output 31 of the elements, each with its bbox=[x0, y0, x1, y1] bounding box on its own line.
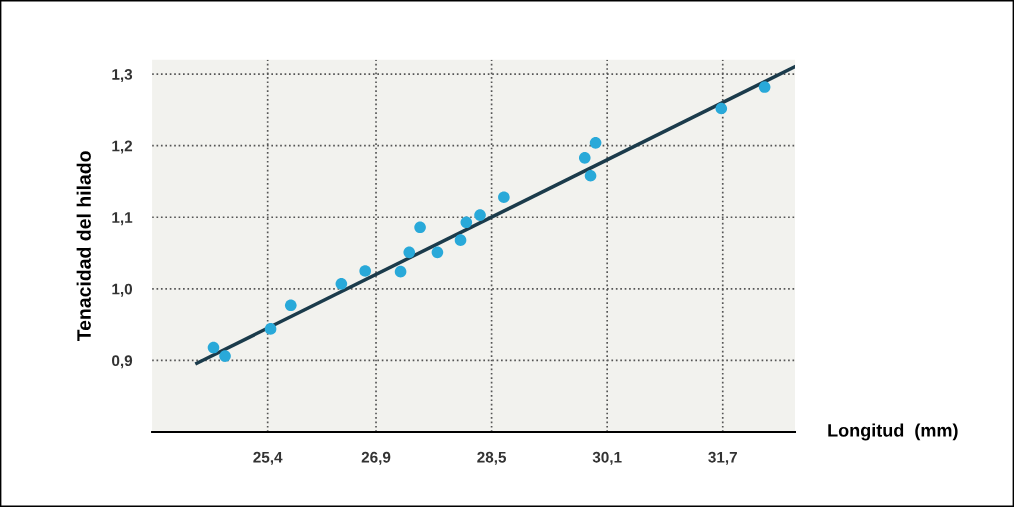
x-tick-label: 25,4 bbox=[253, 451, 283, 465]
point bbox=[359, 265, 371, 277]
point bbox=[578, 152, 591, 164]
point bbox=[264, 323, 277, 335]
point bbox=[403, 246, 416, 259]
point bbox=[758, 81, 771, 93]
point bbox=[474, 209, 486, 221]
point bbox=[219, 350, 231, 362]
y-tick-label: 1,3 bbox=[112, 69, 133, 83]
point bbox=[454, 234, 467, 246]
point bbox=[715, 102, 728, 115]
point bbox=[431, 246, 444, 259]
y-tick-label: 1,1 bbox=[112, 212, 133, 226]
y-axis-title: Tenacidad del hilado bbox=[76, 151, 91, 342]
point bbox=[207, 341, 220, 354]
point bbox=[460, 216, 473, 229]
point bbox=[414, 221, 426, 234]
y-tick-label: 1,0 bbox=[112, 283, 133, 297]
x-tick-label: 30,1 bbox=[592, 451, 622, 465]
point bbox=[584, 169, 597, 182]
point bbox=[335, 278, 348, 290]
x-tick-label: 26,9 bbox=[361, 451, 391, 465]
point bbox=[394, 265, 407, 278]
x-tick-label: 28,5 bbox=[477, 451, 507, 465]
x-tick-label: 31,7 bbox=[708, 451, 737, 465]
point bbox=[284, 299, 297, 312]
x-axis-title: Longitud (mm) bbox=[828, 423, 958, 441]
point bbox=[498, 191, 510, 204]
y-tick-label: 0,9 bbox=[112, 355, 133, 369]
point bbox=[589, 137, 602, 149]
y-tick-label: 1,2 bbox=[112, 140, 133, 154]
